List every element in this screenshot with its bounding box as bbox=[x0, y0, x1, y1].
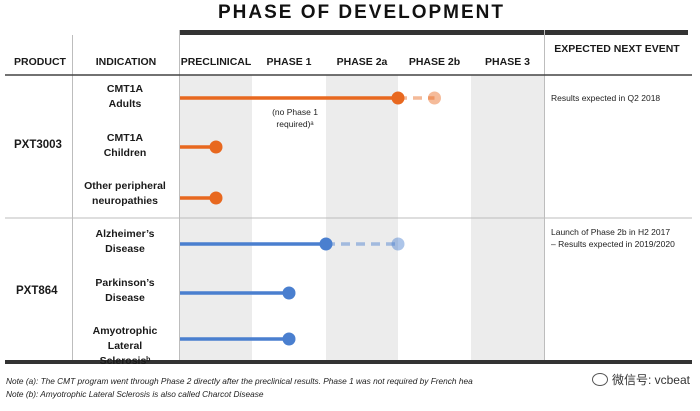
progress-marker-0-1 bbox=[209, 140, 223, 154]
indication-cmt1a-adults: CMT1A Adults bbox=[106, 83, 144, 110]
product-pxt864: PXT864 bbox=[16, 285, 58, 297]
header-expected-event: EXPECTED NEXT EVENT bbox=[554, 43, 680, 55]
indication-als: Amyotrophic Lateral Sclerosisᵇ bbox=[92, 325, 158, 367]
watermark: 微信号: vcbeat bbox=[591, 371, 690, 388]
note-b: Note (b): Amyotrophic Lateral Sclerosis … bbox=[6, 389, 264, 399]
header-phase1: PHASE 1 bbox=[266, 56, 312, 68]
header-product: PRODUCT bbox=[14, 56, 66, 68]
target-marker-0-0 bbox=[428, 91, 441, 105]
event-pxt3003: Results expected in Q2 2018 bbox=[551, 93, 661, 103]
progress-marker-0-2 bbox=[209, 191, 223, 205]
product-pxt3003: PXT3003 bbox=[14, 139, 62, 151]
header-phase2a: PHASE 2a bbox=[336, 56, 388, 68]
phase1-annotation: (no Phase 1 required)ᵃ bbox=[272, 107, 318, 129]
note-a: Note (a): The CMT program went through P… bbox=[6, 376, 473, 386]
chart-title: PHASE OF DEVELOPMENT bbox=[217, 2, 506, 23]
event-pxt864: Launch of Phase 2b in H2 2017 – Results … bbox=[551, 227, 675, 249]
title-bar bbox=[180, 30, 688, 35]
progress-marker-1-0 bbox=[319, 237, 333, 251]
header-phase2b: PHASE 2b bbox=[408, 56, 461, 68]
watermark-text: 微信号: vcbeat bbox=[611, 373, 690, 387]
header-preclinical: PRECLINICAL bbox=[180, 56, 252, 68]
indication-other-neuropathies: Other peripheral neuropathies bbox=[84, 180, 166, 207]
indication-parkinsons: Parkinson’s Disease bbox=[95, 277, 155, 304]
header-indication: INDICATION bbox=[95, 56, 157, 68]
header-phase3: PHASE 3 bbox=[485, 56, 530, 68]
progress-marker-1-1 bbox=[282, 286, 296, 300]
progress-marker-1-2 bbox=[282, 332, 296, 346]
progress-marker-0-0 bbox=[391, 91, 405, 105]
indication-cmt1a-children: CMT1A Children bbox=[103, 132, 147, 159]
wechat-icon bbox=[591, 373, 608, 386]
indication-alzheimers: Alzheimer’s Disease bbox=[95, 228, 155, 255]
target-marker-1-0 bbox=[391, 237, 405, 251]
